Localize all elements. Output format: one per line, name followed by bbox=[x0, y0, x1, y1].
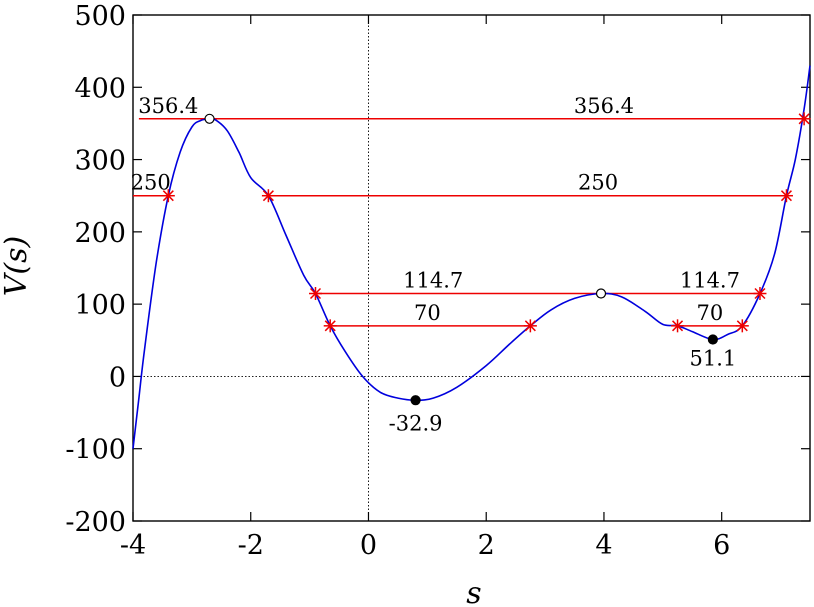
level-label: 114.7 bbox=[680, 269, 740, 293]
level-marker bbox=[261, 189, 275, 203]
y-axis-title: V(s) bbox=[0, 236, 34, 296]
level-label: 70 bbox=[414, 301, 441, 325]
y-tick-label: 400 bbox=[74, 73, 126, 104]
y-tick-label: -100 bbox=[65, 435, 126, 466]
level-annotations: 356.4 356.4 250 250 114.7 114.7 70 70 -32.9 51.1 bbox=[131, 94, 740, 436]
plot-border bbox=[132, 14, 811, 522]
extrema-points bbox=[204, 113, 718, 406]
level-marker bbox=[735, 319, 749, 333]
level-marker bbox=[671, 319, 685, 333]
level-marker bbox=[161, 189, 175, 203]
y-tick-label: 300 bbox=[74, 146, 126, 177]
level-label: 250 bbox=[578, 171, 618, 195]
y-tick-label: 100 bbox=[74, 290, 126, 321]
x-tick-label: 0 bbox=[360, 530, 377, 561]
level-marker bbox=[323, 319, 337, 333]
x-tick-label: 2 bbox=[478, 530, 495, 561]
maximum-point bbox=[204, 113, 215, 124]
x-axis-title: s bbox=[466, 576, 481, 607]
level-marker bbox=[308, 287, 322, 301]
extremum-label: -32.9 bbox=[389, 412, 443, 436]
level-marker bbox=[779, 189, 793, 203]
y-tick-label: -200 bbox=[65, 507, 126, 538]
level-marker bbox=[523, 319, 537, 333]
level-label: 250 bbox=[131, 171, 171, 195]
axis-ticks: -4 -2 0 2 4 6 -200 -100 0 100 200 300 400 500 bbox=[65, 1, 810, 561]
potential-curve bbox=[132, 65, 811, 449]
level-marker bbox=[797, 112, 811, 126]
level-label: 114.7 bbox=[403, 269, 463, 293]
y-tick-label: 200 bbox=[74, 218, 126, 249]
y-tick-label: 500 bbox=[74, 1, 126, 32]
x-tick-label: -4 bbox=[120, 530, 146, 561]
level-lines bbox=[133, 118, 805, 327]
extremum-label: 51.1 bbox=[689, 347, 736, 371]
minimum-point bbox=[707, 334, 718, 345]
maximum-point bbox=[595, 288, 607, 299]
minimum-point bbox=[410, 395, 421, 406]
level-label: 356.4 bbox=[574, 94, 634, 118]
zero-lines bbox=[133, 15, 810, 521]
y-tick-label: 0 bbox=[109, 362, 126, 393]
x-tick-label: 4 bbox=[595, 530, 612, 561]
level-label: 70 bbox=[697, 301, 724, 325]
potential-curve-line bbox=[132, 65, 811, 449]
x-tick-label: -2 bbox=[238, 530, 264, 561]
level-markers bbox=[161, 112, 811, 333]
level-marker bbox=[753, 287, 767, 301]
level-label: 356.4 bbox=[138, 94, 198, 118]
plot-frame bbox=[132, 14, 811, 522]
x-tick-label: 6 bbox=[713, 530, 730, 561]
